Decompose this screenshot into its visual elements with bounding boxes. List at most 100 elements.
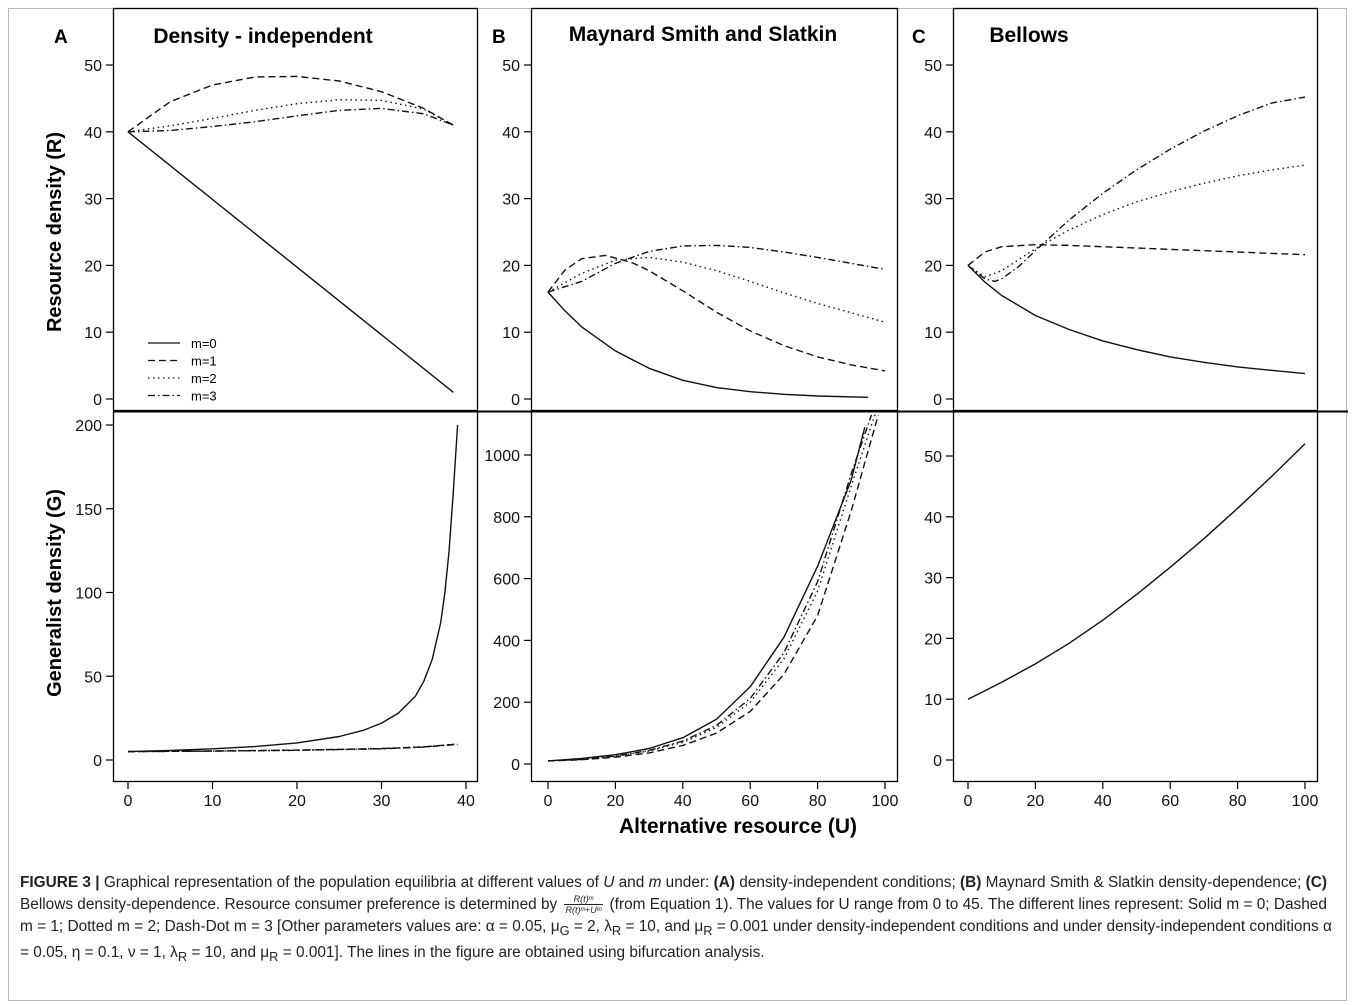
- y-tick-label: 40: [502, 125, 520, 142]
- x-tick-label: 30: [373, 793, 391, 810]
- caption-text: under:: [661, 874, 714, 891]
- x-tick-label: 100: [872, 793, 899, 810]
- caption-text: Bellows density-dependence. Resource con…: [20, 896, 562, 913]
- y-tick-label: 20: [924, 631, 942, 648]
- caption-text: = 0.001 under density-independent condit…: [20, 918, 1332, 962]
- y-tick-label: 200: [493, 695, 520, 712]
- x-tick-label: 40: [674, 793, 692, 810]
- plot-frame: [530, 7, 899, 412]
- series-line-m3: [127, 107, 454, 133]
- panel-label-a: A: [54, 27, 68, 48]
- series-line-m1: [547, 254, 886, 372]
- x-tick-label: 20: [288, 793, 306, 810]
- plot-frame: [952, 7, 1319, 412]
- caption-text: and: [614, 874, 649, 891]
- caption-subscript: R: [269, 949, 279, 965]
- fraction-denominator: R(t)ᵐ+Uᵐ: [565, 905, 602, 916]
- series-line-m1: [127, 75, 454, 133]
- series-group: [127, 75, 454, 393]
- y-tick-label: 200: [75, 418, 102, 435]
- x-tick-label: 10: [204, 793, 222, 810]
- y-tick-label: 10: [924, 692, 942, 709]
- caption-text: Graphical representation of the populati…: [99, 874, 604, 891]
- series-line-m2: [547, 256, 886, 323]
- y-tick-label: 1000: [484, 448, 520, 465]
- panel-title-a: Density - independent: [153, 25, 372, 48]
- caption-text: = 0.001]. The lines in the figure are ob…: [278, 944, 765, 962]
- y-tick-label: 150: [75, 502, 102, 519]
- series-line-m1: [547, 414, 879, 762]
- x-tick-label: 60: [741, 793, 759, 810]
- y-tick-label: 20: [502, 258, 520, 275]
- series-line-m0: [127, 131, 454, 393]
- series-line-m3: [967, 96, 1306, 283]
- x-tick-label: 20: [1027, 793, 1045, 810]
- caption-ref-b: (B): [960, 874, 982, 891]
- y-tick-label: 10: [502, 325, 520, 342]
- y-tick-label: 30: [84, 192, 102, 209]
- x-tick-label: 0: [544, 793, 553, 810]
- caption-ref-a: (A): [713, 874, 735, 891]
- series-line-m0: [967, 264, 1306, 375]
- plot-C-top: 0 10 20 30 40 50: [924, 7, 1319, 412]
- x-tick-label: 80: [1229, 793, 1247, 810]
- caption-subscript: G: [559, 923, 570, 939]
- caption-text: (from Equation 1). The values for U rang…: [20, 896, 1327, 935]
- x-tick-label: 0: [964, 793, 973, 810]
- y-tick-label: 50: [924, 58, 942, 75]
- caption-var-u: U: [603, 874, 615, 891]
- y-axis-label-resource: Resource density (R): [44, 132, 66, 332]
- y-tick-label: 30: [502, 192, 520, 209]
- caption-text: Maynard Smith & Slatkin density-dependen…: [981, 874, 1306, 891]
- y-tick-label: 0: [933, 753, 942, 770]
- y-tick-label: 10: [924, 325, 942, 342]
- plot-B-bottom: 0 200 400 600 800 1000 0 20 40 60 80 100: [484, 410, 899, 810]
- fraction-numerator: R(t)ᵐ: [563, 894, 604, 906]
- figure-caption: FIGURE 3 | Graphical representation of t…: [20, 872, 1332, 968]
- panel-title-c: Bellows: [989, 24, 1068, 47]
- x-axis-label: Alternative resource (U): [619, 815, 857, 838]
- x-tick-label: 60: [1161, 793, 1179, 810]
- caption-subscript: R: [703, 923, 713, 939]
- legend-label: m=1: [191, 354, 217, 369]
- panel-label-c: C: [912, 27, 926, 48]
- plot-A-bottom: 0 50 100 150 200 0 10 20 30 40: [75, 410, 479, 810]
- series-group: [967, 443, 1306, 700]
- plot-frame: [112, 7, 479, 412]
- y-tick-label: 100: [75, 586, 102, 603]
- series-line-m2: [547, 414, 876, 762]
- y-axis-label-generalist: Generalist density (G): [44, 489, 66, 697]
- y-tick-label: 40: [924, 125, 942, 142]
- figure-border: [8, 8, 1347, 1001]
- caption-text: = 10, and μ: [621, 918, 704, 935]
- y-tick-label: 10: [84, 325, 102, 342]
- series-line-m0: [547, 291, 869, 398]
- y-tick-label: 20: [84, 258, 102, 275]
- plot-frame: [952, 410, 1319, 783]
- legend: m=0 m=1 m=2 m=3: [148, 336, 217, 404]
- y-tick-label: 0: [93, 753, 102, 770]
- series-line-m0: [127, 424, 459, 753]
- series-group: [547, 244, 886, 398]
- series-group: [547, 414, 879, 762]
- series-group: [127, 424, 459, 753]
- x-tick-label: 40: [1094, 793, 1112, 810]
- legend-label: m=3: [191, 389, 217, 404]
- series-line-m0: [967, 443, 1306, 700]
- plot-B-top: 0 10 20 30 40 50: [502, 7, 899, 412]
- panel-title-b: Maynard Smith and Slatkin: [569, 23, 837, 46]
- caption-subscript: R: [177, 949, 188, 965]
- series-line-m2: [967, 164, 1306, 278]
- series-line-m0: [547, 427, 866, 762]
- y-tick-label: 50: [924, 449, 942, 466]
- y-tick-label: 40: [924, 510, 942, 527]
- y-tick-label: 800: [493, 510, 520, 527]
- plot-frame: [112, 410, 479, 783]
- plot-A-top: 0 10 20 30 40 50 m=0 m=1 m=2 m=3: [84, 7, 479, 412]
- legend-label: m=2: [191, 371, 217, 386]
- series-line-m3: [547, 244, 886, 293]
- legend-label: m=0: [191, 336, 217, 351]
- y-tick-label: 50: [502, 58, 520, 75]
- y-tick-label: 600: [493, 572, 520, 589]
